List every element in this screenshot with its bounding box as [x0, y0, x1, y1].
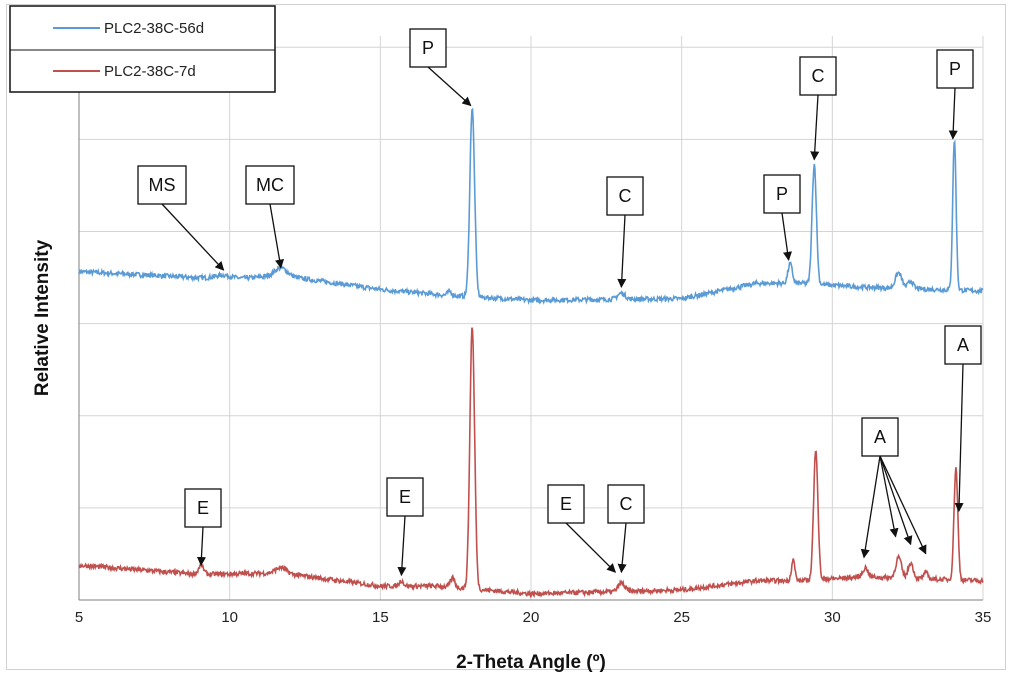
annotation-arrow	[879, 455, 899, 538]
annotation-arrow	[565, 522, 617, 573]
series-line-56d	[78, 107, 984, 305]
annotation-arrow	[427, 66, 472, 107]
annotation-arrow	[196, 526, 207, 567]
annotation-arrow	[781, 212, 793, 261]
x-tick-label: 20	[523, 609, 540, 626]
annotation-label: E	[560, 494, 572, 514]
annotation-box	[944, 325, 982, 365]
x-axis-title: 2-Theta Angle (º)	[456, 652, 606, 673]
annotation-arrow	[954, 363, 964, 513]
x-tick-label: 10	[221, 609, 238, 626]
annotation-label: C	[812, 66, 825, 86]
annotation-box	[607, 484, 645, 524]
annotation-box	[763, 174, 801, 214]
annotation-arrow	[860, 455, 881, 559]
series-line-7d	[78, 327, 984, 599]
annotation-label: A	[957, 335, 969, 355]
annotation-arrow	[397, 515, 407, 577]
annotation-label: MS	[149, 175, 176, 195]
annotation-label: MC	[256, 175, 284, 195]
annotation-label: C	[620, 494, 633, 514]
annotation-box	[386, 477, 424, 517]
annotation-arrow	[879, 455, 913, 546]
annotation-arrow	[617, 214, 627, 289]
annotation-label: P	[776, 184, 788, 204]
annotation-arrow	[948, 87, 958, 140]
x-tick-label: 30	[824, 609, 841, 626]
annotation-label: E	[197, 498, 209, 518]
legend-label: PLC2-38C-7d	[104, 63, 196, 80]
x-tick-label: 15	[372, 609, 389, 626]
annotation-box	[799, 56, 837, 96]
annotation-box	[547, 484, 585, 524]
annotation-arrow	[161, 203, 225, 271]
x-tick-label: 5	[75, 609, 83, 626]
legend-box	[9, 5, 276, 93]
annotation-arrow	[269, 203, 284, 269]
annotation-arrow	[810, 94, 820, 161]
annotation-box	[184, 488, 222, 528]
annotation-arrow	[879, 455, 927, 555]
annotation-arrow	[617, 522, 627, 574]
chart-frame	[6, 4, 1006, 670]
annotation-label: C	[619, 186, 632, 206]
annotation-label: P	[422, 38, 434, 58]
annotation-box	[137, 165, 187, 205]
x-tick-label: 35	[975, 609, 992, 626]
legend-label: PLC2-38C-56d	[104, 20, 204, 37]
x-tick-label: 25	[673, 609, 690, 626]
annotation-box	[861, 417, 899, 457]
annotation-box	[245, 165, 295, 205]
annotation-label: A	[874, 427, 886, 447]
annotation-box	[606, 176, 644, 216]
annotation-label: P	[949, 59, 961, 79]
annotation-box	[409, 28, 447, 68]
annotation-box	[936, 49, 974, 89]
y-axis-title: Relative Intensity	[32, 239, 53, 396]
annotation-label: E	[399, 487, 411, 507]
